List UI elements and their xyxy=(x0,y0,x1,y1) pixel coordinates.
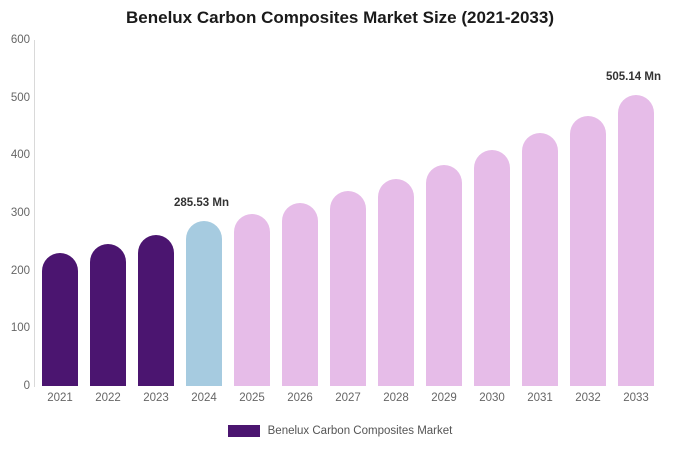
bar-2023[interactable] xyxy=(138,234,174,386)
y-axis-line xyxy=(34,40,35,387)
y-axis-tick-label: 200 xyxy=(10,264,30,277)
bar-value-label-2024: 285.53 Mn xyxy=(174,197,229,210)
x-axis-tick-label: 2024 xyxy=(191,392,217,404)
bar-2027[interactable] xyxy=(330,191,366,386)
bar-2025[interactable] xyxy=(234,214,270,386)
bar-2029[interactable] xyxy=(426,165,462,386)
legend-swatch xyxy=(227,425,260,437)
y-axis-tick-label: 100 xyxy=(10,322,30,335)
x-axis-tick-label: 2027 xyxy=(335,392,361,404)
y-axis-tick-label: 400 xyxy=(10,149,30,162)
bar-2031[interactable] xyxy=(522,132,558,386)
bar-2028[interactable] xyxy=(378,178,414,386)
chart-title: Benelux Carbon Composites Market Size (2… xyxy=(126,8,554,27)
x-axis-tick-label: 2028 xyxy=(383,392,409,404)
x-axis-tick-label: 2032 xyxy=(575,392,601,404)
x-axis-tick-label: 2023 xyxy=(143,392,169,404)
x-axis-tick-label: 2033 xyxy=(623,392,649,404)
x-axis-tick-label: 2025 xyxy=(239,392,265,404)
bar-2030[interactable] xyxy=(474,149,510,386)
bar-2026[interactable] xyxy=(282,203,318,386)
x-axis-tick-label: 2026 xyxy=(287,392,313,404)
y-axis-tick-label: 300 xyxy=(10,207,30,219)
bar-2032[interactable] xyxy=(570,115,606,386)
y-axis-tick-label: 0 xyxy=(23,380,30,392)
x-axis-tick-label: 2022 xyxy=(95,392,121,404)
bar-2033[interactable] xyxy=(618,94,654,386)
bar-value-label-2033: 505.14 Mn xyxy=(606,70,661,83)
x-axis-tick-label: 2029 xyxy=(431,392,457,404)
y-axis-tick-label: 500 xyxy=(10,91,30,104)
x-axis-tick-label: 2030 xyxy=(479,392,505,404)
legend-label: Benelux Carbon Composites Market xyxy=(267,425,453,437)
chart-legend: Benelux Carbon Composites Market xyxy=(0,425,680,437)
x-axis-tick-label: 2021 xyxy=(47,392,73,404)
y-axis-tick-label: 600 xyxy=(10,34,30,46)
x-axis-tick-label: 2031 xyxy=(527,392,553,404)
bar-2022[interactable] xyxy=(90,244,126,386)
plot-area xyxy=(34,40,680,386)
bar-2021[interactable] xyxy=(42,253,78,386)
y-axis-tick-labels: 0 100 200 300 400 500 600 xyxy=(0,0,30,450)
bar-2024[interactable] xyxy=(186,221,222,386)
